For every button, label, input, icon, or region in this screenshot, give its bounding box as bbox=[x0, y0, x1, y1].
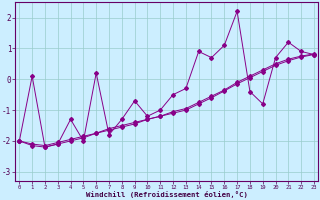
X-axis label: Windchill (Refroidissement éolien,°C): Windchill (Refroidissement éolien,°C) bbox=[86, 191, 248, 198]
